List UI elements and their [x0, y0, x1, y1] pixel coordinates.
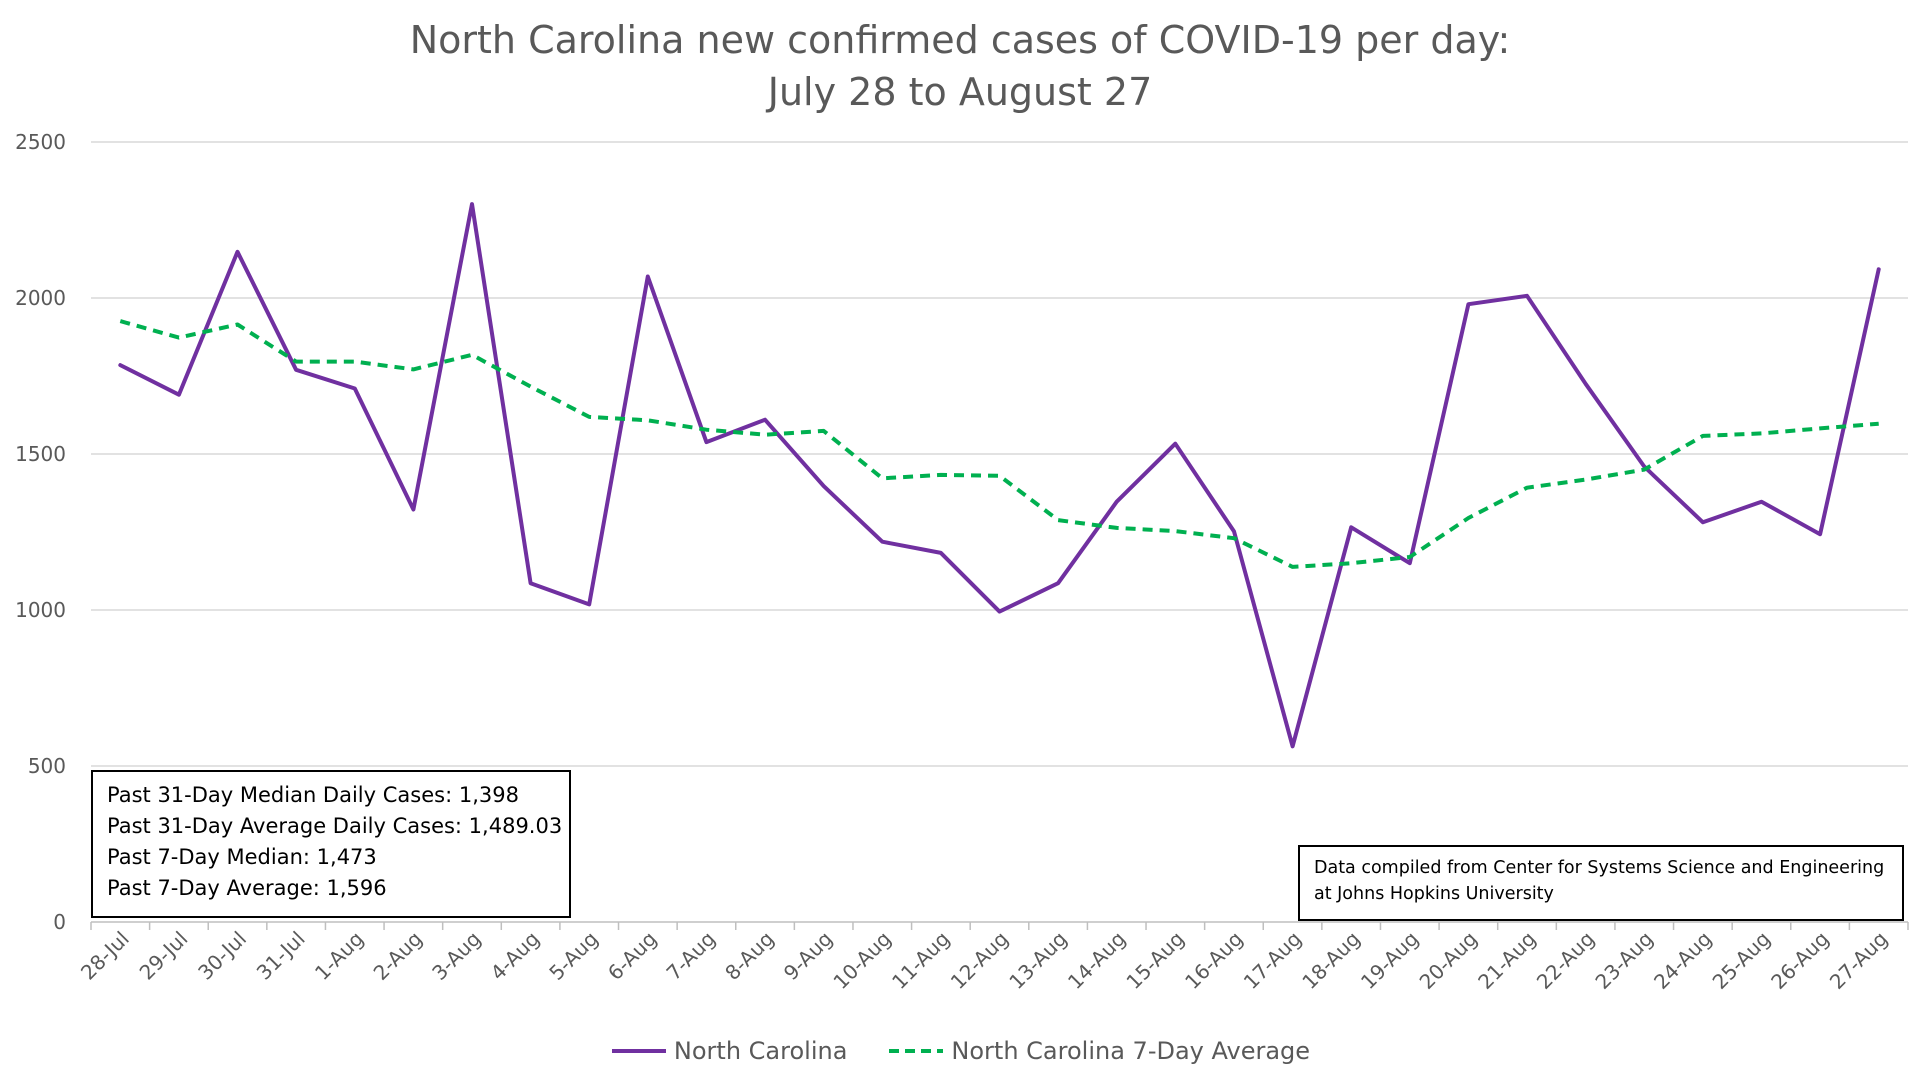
x-tick-label: 15-Aug [1122, 927, 1189, 994]
y-tick-label: 2500 [15, 130, 66, 154]
x-tick-label: 3-Aug [427, 927, 485, 985]
y-tick-label: 0 [53, 910, 66, 934]
x-tick-label: 11-Aug [887, 927, 954, 994]
legend-label-north-carolina: North Carolina [673, 1037, 848, 1065]
x-tick-label: 28-Jul [76, 927, 134, 985]
legend-item-7day-average: North Carolina 7-Day Average [887, 1037, 1310, 1065]
x-tick-label: 23-Aug [1590, 927, 1657, 994]
y-tick-label: 1500 [15, 442, 66, 466]
chart-subtitle: July 28 to August 27 [767, 70, 1153, 114]
series-line-7day-average [119, 319, 1879, 569]
x-tick-label: 8-Aug [720, 927, 778, 985]
legend: North Carolina North Carolina 7-Day Aver… [0, 1034, 1920, 1068]
x-tick-label: 14-Aug [1063, 927, 1130, 994]
legend-swatch-dashed [889, 1049, 944, 1053]
source-note: Data compiled from Center for Systems Sc… [1298, 845, 1904, 921]
stat-31day-median: Past 31-Day Median Daily Cases: 1,398 [107, 783, 519, 807]
legend-swatch-solid [611, 1049, 666, 1053]
legend-item-north-carolina: North Carolina [610, 1037, 848, 1065]
x-tick-label: 19-Aug [1356, 927, 1423, 994]
stat-31day-average: Past 31-Day Average Daily Cases: 1,489.0… [107, 814, 563, 838]
x-tick-label: 30-Jul [193, 927, 251, 985]
x-tick-label: 4-Aug [486, 927, 544, 985]
chart-title: North Carolina new confirmed cases of CO… [409, 18, 1511, 62]
x-tick-label: 7-Aug [662, 927, 720, 985]
x-tick-label: 10-Aug [828, 927, 895, 994]
x-tick-label: 27-Aug [1825, 927, 1892, 994]
x-tick-label: 1-Aug [310, 927, 368, 985]
x-tick-label: 29-Jul [135, 927, 193, 985]
x-tick-label: 20-Aug [1415, 927, 1482, 994]
y-tick-label: 2000 [15, 286, 66, 310]
x-tick-label: 25-Aug [1708, 927, 1775, 994]
x-tick-label: 12-Aug [946, 927, 1013, 994]
summary-stats-box: Past 31-Day Median Daily Cases: 1,398 Pa… [91, 770, 571, 918]
x-tick-label: 2-Aug [369, 927, 427, 985]
y-tick-label: 500 [28, 754, 66, 778]
stat-7day-median: Past 7-Day Median: 1,473 [107, 845, 377, 869]
stat-7day-average: Past 7-Day Average: 1,596 [107, 876, 387, 900]
x-tick-label: 21-Aug [1473, 927, 1540, 994]
x-tick-label: 22-Aug [1532, 927, 1599, 994]
x-tick-label: 26-Aug [1766, 927, 1833, 994]
x-tick-label: 6-Aug [603, 927, 661, 985]
source-line-1: Data compiled from Center for Systems Sc… [1314, 858, 1885, 878]
x-tick-label: 24-Aug [1649, 927, 1716, 994]
x-tick-label: 18-Aug [1297, 927, 1364, 994]
x-tick-label: 17-Aug [1239, 927, 1306, 994]
x-tick-label: 16-Aug [1180, 927, 1247, 994]
x-tick-label: 31-Jul [252, 927, 310, 985]
legend-label-7day-average: North Carolina 7-Day Average [951, 1037, 1311, 1065]
x-tick-label: 13-Aug [1004, 927, 1071, 994]
source-line-2: at Johns Hopkins University [1314, 884, 1554, 904]
x-tick-label: 5-Aug [544, 927, 602, 985]
y-tick-label: 1000 [15, 598, 66, 622]
